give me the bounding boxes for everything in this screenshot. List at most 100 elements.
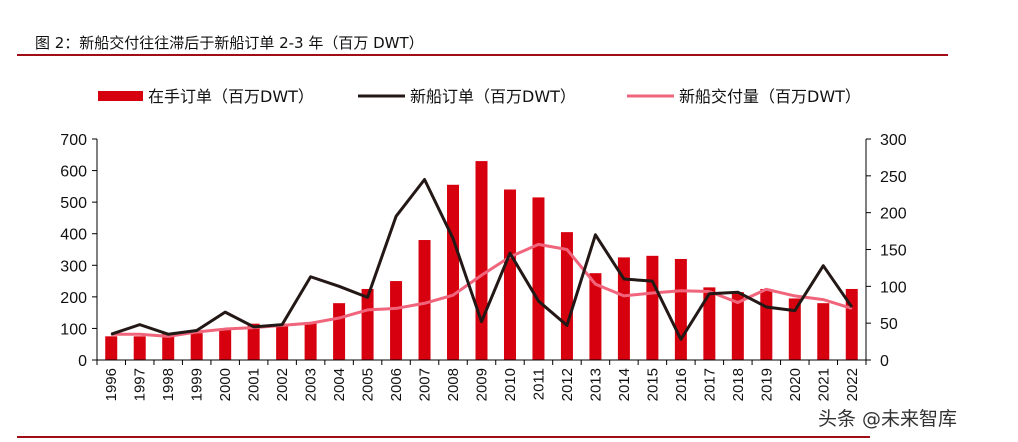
bar-2009 (475, 161, 488, 360)
point-deliveries-2008 (452, 294, 454, 296)
bar-2020 (788, 298, 801, 360)
x-tick-label: 2019 (758, 368, 775, 401)
point-orders-2012 (566, 324, 568, 326)
bar-2010 (503, 189, 516, 360)
bar-2008 (447, 184, 460, 360)
point-orders-2015 (651, 280, 653, 282)
bar-1998 (162, 333, 175, 360)
x-tick-label: 2014 (616, 368, 633, 401)
bar-2007 (418, 240, 431, 360)
point-orders-2008 (452, 237, 454, 239)
bar-2004 (333, 303, 346, 360)
point-orders-2002 (281, 324, 283, 326)
point-deliveries-2013 (594, 283, 596, 285)
point-orders-2000 (224, 311, 226, 313)
point-orders-2013 (594, 234, 596, 236)
point-deliveries-2017 (708, 290, 710, 292)
x-tick-label: 2002 (274, 368, 291, 401)
x-tick-label: 1997 (132, 368, 149, 401)
point-orders-2006 (395, 215, 397, 217)
x-tick-label: 2012 (559, 368, 576, 401)
point-orders-1998 (167, 333, 169, 335)
right-tick-label: 150 (880, 243, 907, 260)
x-tick-label: 2003 (303, 368, 320, 401)
x-tick-label: 2004 (331, 368, 348, 401)
bar-2018 (731, 292, 744, 360)
x-tick-label: 2008 (445, 368, 462, 401)
point-deliveries-2015 (651, 292, 653, 294)
point-orders-2005 (367, 296, 369, 298)
point-deliveries-2003 (310, 322, 312, 324)
right-tick-label: 200 (880, 206, 907, 223)
point-deliveries-2022 (851, 307, 853, 309)
left-tick-label: 500 (60, 195, 87, 212)
x-tick-label: 2006 (388, 368, 405, 401)
chart-title: 图 2：新船交付往往滞后于新船订单 2-3 年（百万 DWT） (35, 34, 424, 52)
legend-label-orders: 新船订单（百万DWT） (410, 87, 576, 106)
bar-2016 (674, 258, 687, 360)
point-orders-2001 (253, 326, 255, 328)
left-tick-label: 700 (60, 132, 87, 149)
right-tick-label: 100 (880, 279, 907, 296)
x-tick-label: 1998 (160, 368, 177, 401)
point-deliveries-2009 (481, 274, 482, 276)
point-orders-2017 (708, 293, 710, 295)
x-tick-label: 2007 (417, 368, 434, 401)
bar-2014 (617, 257, 630, 360)
x-tick-label: 2015 (644, 368, 661, 401)
bar-2001 (247, 323, 260, 360)
bar-2013 (589, 273, 602, 360)
point-deliveries-2021 (822, 299, 824, 301)
bar-2006 (390, 281, 403, 360)
x-tick-label: 2010 (502, 368, 519, 401)
bar-2002 (276, 323, 289, 360)
point-orders-2020 (794, 310, 796, 312)
bar-2019 (760, 288, 773, 360)
x-tick-label: 2013 (587, 368, 604, 401)
point-orders-1997 (139, 324, 141, 326)
point-orders-2003 (310, 276, 312, 278)
legend: 在手订单（百万DWT） 新船订单（百万DWT） 新船交付量（百万DWT） (98, 87, 861, 106)
bar-1997 (133, 336, 146, 360)
x-tick-label: 2018 (730, 368, 747, 401)
point-deliveries-2005 (367, 309, 369, 311)
legend-swatch-backlog (98, 91, 143, 101)
x-tick-label: 2021 (815, 368, 832, 401)
bar-2021 (817, 303, 830, 360)
point-orders-1996 (110, 333, 112, 335)
left-tick-label: 300 (60, 258, 87, 275)
left-tick-label: 200 (60, 290, 87, 307)
right-tick-label: 300 (880, 132, 907, 149)
legend-label-deliveries: 新船交付量（百万DWT） (679, 87, 861, 106)
left-tick-label: 600 (60, 164, 87, 181)
point-orders-2011 (537, 300, 539, 302)
x-tick-label: 2005 (360, 368, 377, 401)
point-deliveries-2006 (395, 307, 397, 309)
x-tick-label: 2001 (246, 368, 263, 401)
point-deliveries-1997 (139, 333, 141, 335)
left-tick-label: 0 (78, 353, 87, 370)
point-deliveries-2019 (765, 288, 767, 290)
point-deliveries-2011 (537, 243, 539, 245)
point-orders-2021 (822, 265, 824, 267)
point-deliveries-2007 (424, 302, 426, 304)
point-deliveries-2016 (680, 290, 682, 292)
bar-2015 (646, 255, 659, 360)
x-tick-label: 1999 (189, 368, 206, 401)
right-tick-label: 0 (880, 353, 889, 370)
legend-label-backlog: 在手订单（百万DWT） (148, 87, 314, 106)
point-orders-2019 (765, 306, 767, 308)
point-orders-2022 (851, 306, 853, 308)
point-deliveries-1998 (167, 335, 169, 337)
x-tick-label: 2022 (844, 368, 861, 401)
point-orders-2007 (424, 179, 426, 181)
bar-1996 (105, 336, 118, 360)
bar-2012 (560, 232, 573, 360)
bar-2005 (361, 288, 374, 360)
x-tick-label: 1996 (103, 368, 120, 401)
x-tick-label: 2020 (787, 368, 804, 401)
point-orders-2009 (481, 321, 482, 323)
bar-1999 (190, 333, 203, 360)
left-tick-label: 100 (60, 321, 87, 338)
